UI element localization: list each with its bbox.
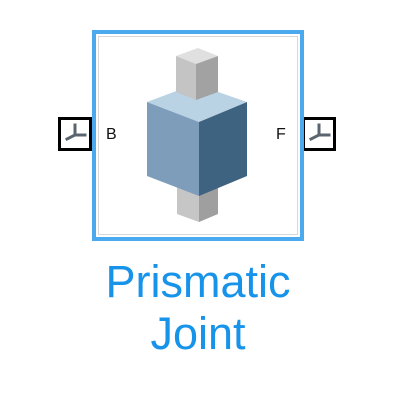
base-frame-port[interactable]: [58, 117, 92, 151]
prismatic-joint-icon: [147, 48, 247, 222]
port-label-b: B: [106, 126, 117, 143]
frame-port-icon: [308, 123, 331, 142]
block-name-line1: Prismatic: [105, 256, 291, 307]
block-border: [98, 36, 298, 235]
prismatic-joint-block[interactable]: [92, 30, 304, 241]
follower-frame-port[interactable]: [302, 117, 336, 151]
port-label-f: F: [276, 126, 286, 143]
block-name-line2: Joint: [150, 308, 246, 359]
frame-port-icon: [64, 123, 87, 142]
block-name-label[interactable]: Prismatic Joint: [53, 256, 343, 360]
